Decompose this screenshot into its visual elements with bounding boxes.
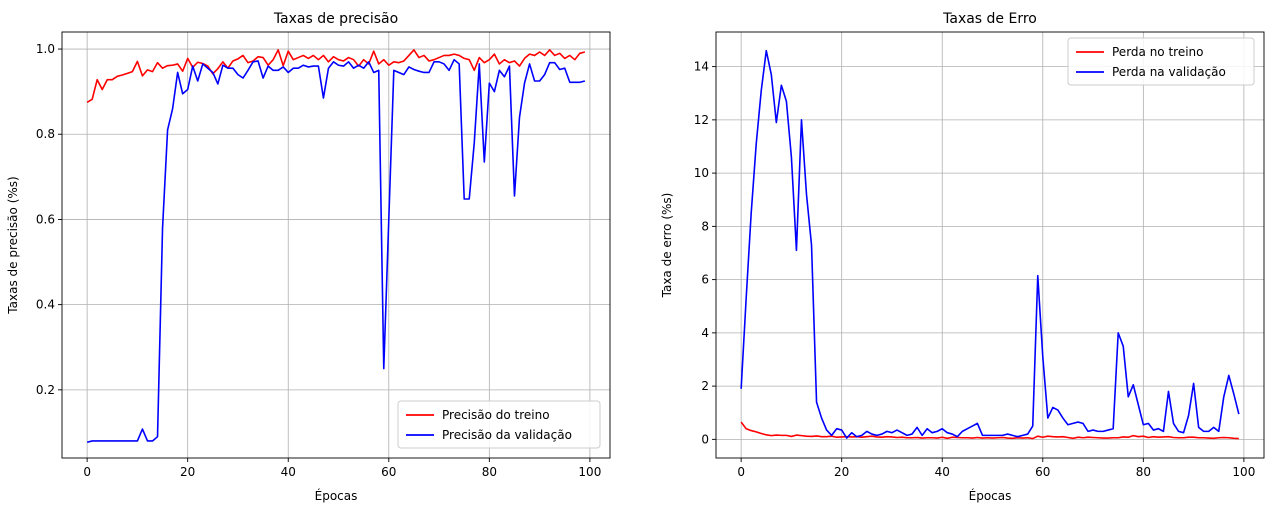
x-tick-label: 60 (381, 465, 396, 479)
y-tick-label: 4 (701, 326, 709, 340)
series-line-1 (86, 49, 586, 103)
series-line-2 (740, 49, 1240, 439)
x-tick-label: 40 (281, 465, 296, 479)
y-tick-label: 2 (701, 379, 709, 393)
x-tick-label: 80 (482, 465, 497, 479)
legend-box (397, 400, 601, 449)
x-tick-label: 40 (935, 465, 950, 479)
y-tick-label: 1.0 (36, 42, 55, 56)
y-tick-label: 10 (694, 166, 709, 180)
y-tick-label: 0.8 (36, 127, 55, 141)
legend-label: Perda na validação (1112, 65, 1226, 79)
plot-frame (715, 31, 1265, 459)
x-tick-label: 80 (1136, 465, 1151, 479)
x-tick-label: 100 (578, 465, 601, 479)
x-tick-label: 100 (1232, 465, 1255, 479)
chart-title: Taxas de Erro (942, 11, 1037, 27)
y-axis-label: Taxas de precisão (%s) (6, 176, 20, 314)
legend-box (1067, 37, 1255, 86)
series-line-1 (740, 421, 1239, 440)
y-tick-label: 0.4 (36, 298, 55, 312)
y-axis-label: Taxa de erro (%s) (660, 193, 674, 299)
x-tick-label: 60 (1035, 465, 1050, 479)
accuracy-chart: 0 20 40 60 80 100 0.2 0.4 0.6 0.8 1.0 Taxas de prec… (6, 11, 611, 503)
x-tick-label: 20 (180, 465, 195, 479)
legend: Perda no treino Perda na validação (1067, 37, 1255, 86)
y-tick-label: 0.6 (36, 212, 55, 226)
x-axis-label: Épocas (315, 488, 358, 503)
chart-title: Taxas de precisão (273, 11, 398, 27)
y-tick-label: 6 (701, 273, 709, 287)
y-tick-label: 14 (694, 60, 709, 74)
y-tick-label: 0.2 (36, 383, 55, 397)
x-tick-label: 0 (83, 465, 91, 479)
legend-label: Precisão do treino (442, 408, 550, 422)
legend: Precisão do treino Precisão da validação (397, 400, 601, 449)
y-tick-label: 0 (701, 432, 709, 446)
series-line-2 (86, 58, 586, 444)
x-tick-label: 20 (834, 465, 849, 479)
y-tick-label: 12 (694, 113, 709, 127)
legend-label: Precisão da validação (442, 428, 572, 442)
plot-frame (61, 31, 611, 459)
loss-chart: 0 20 40 60 80 100 0 2 4 6 8 10 12 14 Taxas de Erro Époc… (660, 11, 1265, 503)
y-tick-label: 8 (701, 219, 709, 233)
x-tick-label: 0 (737, 465, 745, 479)
x-axis-label: Épocas (969, 488, 1012, 503)
legend-label: Perda no treino (1112, 45, 1204, 59)
